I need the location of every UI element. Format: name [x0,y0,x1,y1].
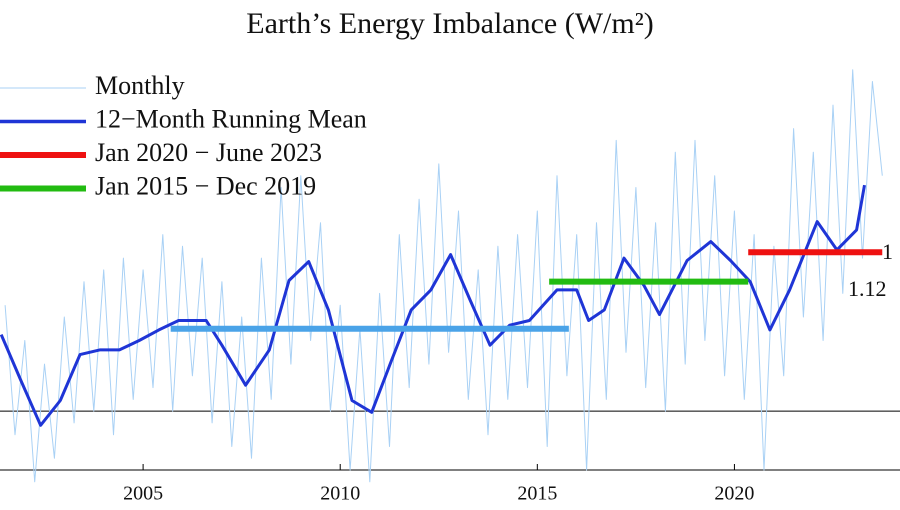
legend-label: Jan 2015 − Dec 2019 [95,171,316,200]
x-tick-label: 2005 [123,483,163,505]
x-tick-label: 2020 [714,483,754,505]
x-tick-label: 2010 [320,483,360,505]
annotation: 1.12 [848,276,887,301]
legend-label: 12−Month Running Mean [95,104,367,133]
series-line [4,69,883,483]
annotation: 1 [882,239,893,264]
legend: Monthly 12−Month Running Mean Jan 2020 − J… [0,71,367,200]
legend-label: Jan 2020 − June 2023 [95,138,322,167]
x-tick-label: 2015 [517,483,557,505]
chart-title: Earth’s Energy Imbalance (W/m²) [246,7,653,40]
series-line [0,184,866,427]
legend-label: Monthly [95,71,185,100]
